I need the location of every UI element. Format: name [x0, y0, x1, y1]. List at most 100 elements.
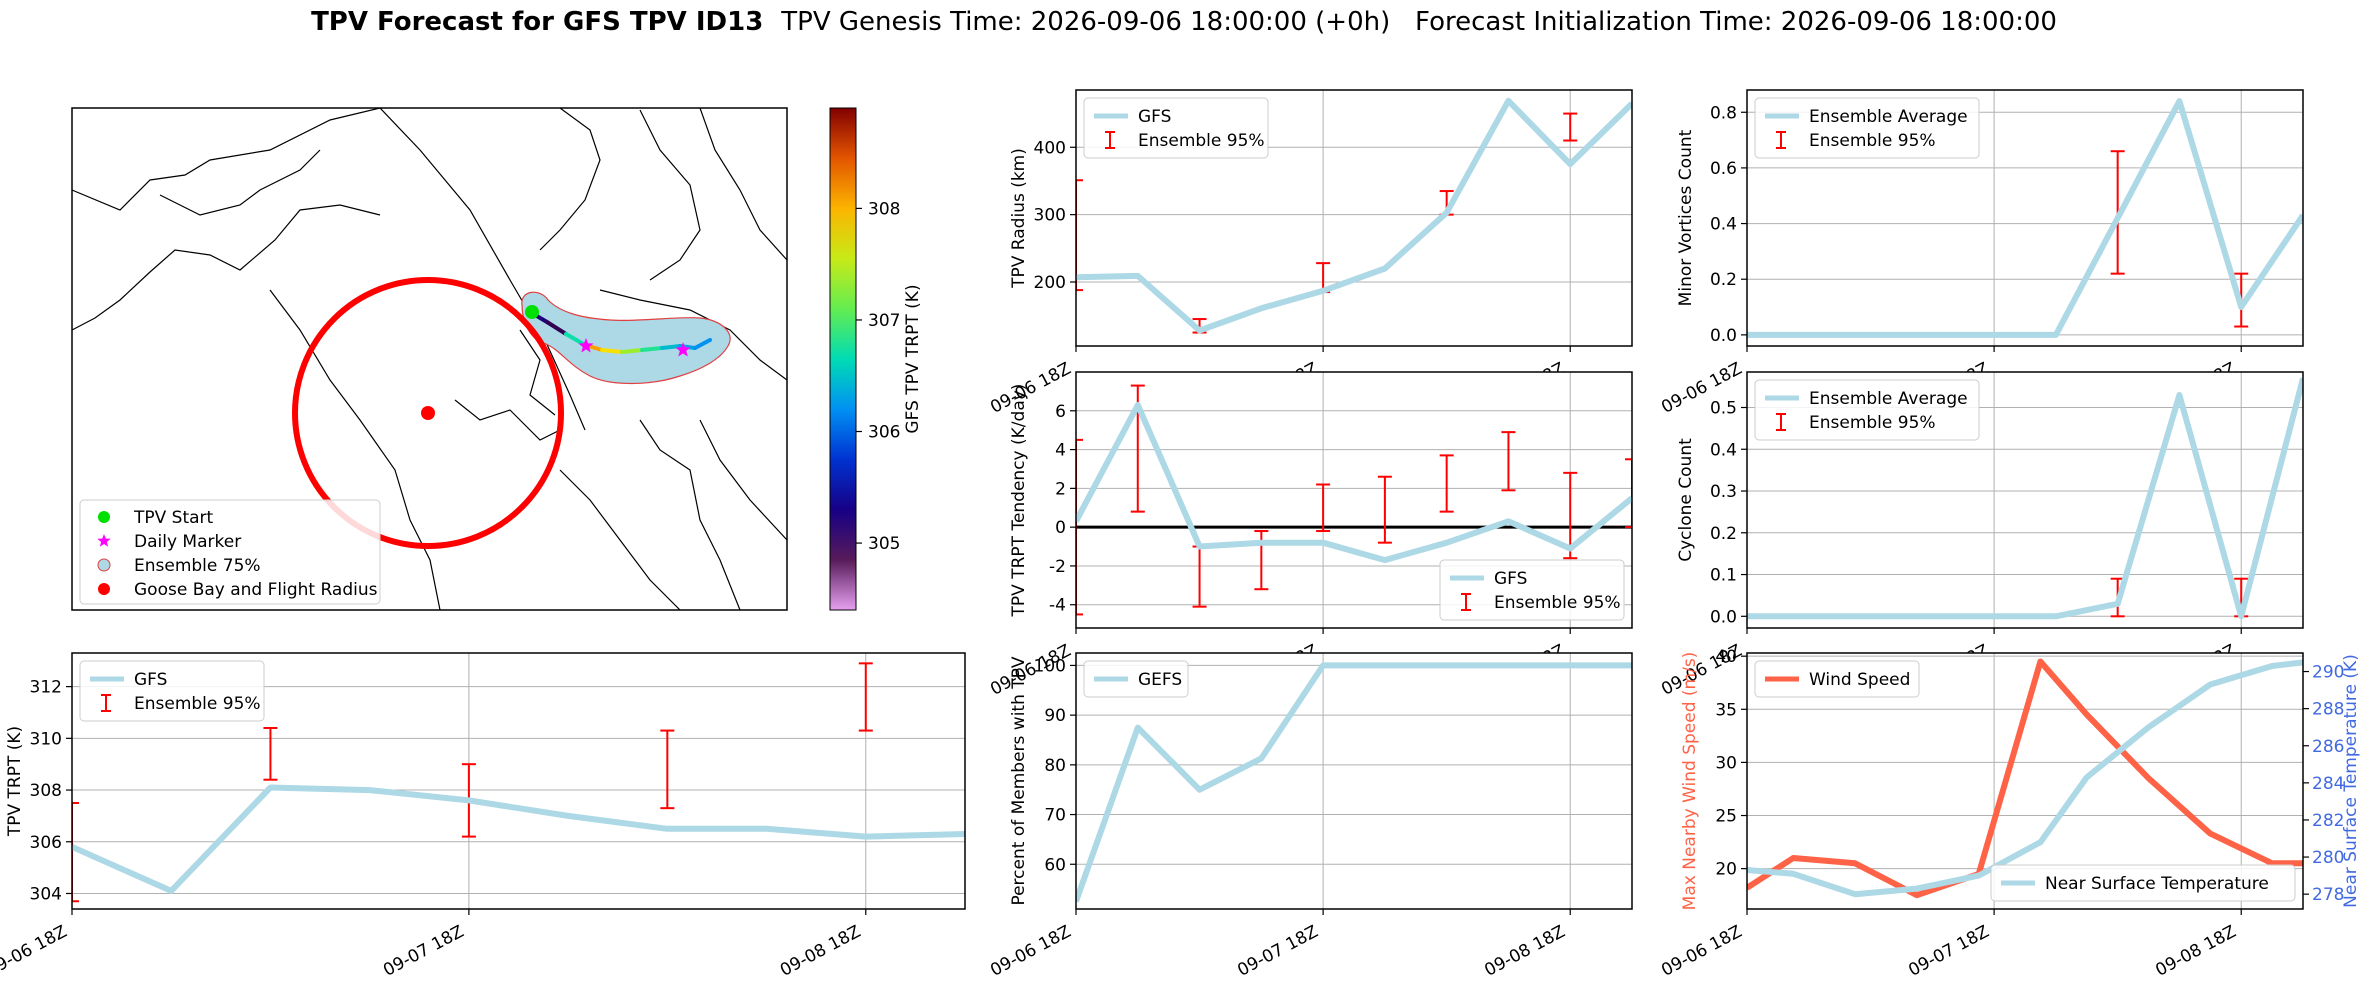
coastline: [72, 204, 381, 331]
x-tick-label: 09-07 18Z: [1905, 922, 1992, 981]
plot-area: [1076, 97, 1632, 334]
map-legend-label: TPV Start: [133, 508, 214, 528]
legend-lightblue-circle: [97, 558, 111, 572]
track-segment: [693, 338, 712, 350]
y-tick-label: 80: [1044, 756, 1066, 776]
daily-marker-star: [675, 342, 691, 357]
colorbar-tick-label: 306: [868, 423, 900, 443]
y-tick-label: -2: [1049, 557, 1066, 577]
x-tick-label: 09-07 18Z: [1234, 922, 1321, 981]
series-line: [1747, 98, 2303, 338]
plot-area: [1747, 377, 2303, 620]
coastline: [269, 289, 441, 610]
legend-tendency-box: [1439, 559, 1625, 621]
y-tick-label: 0.5: [1710, 398, 1737, 418]
map-legend-label: Ensemble 75%: [134, 556, 261, 576]
x-tick-label: 09-08 18Z: [1481, 922, 1568, 981]
x-tick-label: 09-08 18Z: [777, 922, 864, 981]
flight-radius-circle: [292, 277, 564, 549]
y-tick-label: 308: [30, 781, 62, 801]
track-segment: [660, 344, 682, 350]
y-tick-label: 70: [1044, 806, 1066, 826]
y2-tick-label: 286: [2312, 737, 2344, 757]
y-tick-label: 90: [1044, 706, 1066, 726]
plot-area: [1747, 658, 2303, 899]
y-tick-label: 0.8: [1710, 103, 1737, 123]
plot-frame: [1075, 89, 1633, 347]
coastline: [72, 108, 381, 211]
map-legend-label: Daily Marker: [134, 532, 241, 552]
goose-bay-marker: [421, 406, 435, 420]
series-line: [72, 784, 965, 894]
coastline: [159, 149, 321, 216]
panel-trpt: 304 306 308 310 312 09-06 18Z 09-07 18Z 09-08 1…: [0, 652, 966, 981]
legend-wind-box: [1754, 660, 1920, 698]
y-axis-label: TPV TRPT Tendency (K/day): [1009, 384, 1029, 618]
y-tick-label: 0.0: [1710, 607, 1737, 627]
colorbar-label: GFS TPV TRPT (K): [903, 284, 923, 433]
y-tick-label: 0: [1055, 518, 1066, 538]
plot-frame: [1746, 371, 2304, 629]
panel-percent: 60 70 80 90 100 09-06 18Z 09-07 18Z 09-08 18Z Pe…: [987, 652, 1633, 981]
y-tick-label: 0.6: [1710, 159, 1737, 179]
colorbar-tick-label: 308: [868, 199, 900, 219]
y-tick-label: 20: [1715, 860, 1737, 880]
coastline: [559, 469, 681, 610]
y-tick-label: 0.4: [1710, 215, 1737, 235]
x-tick-label: 09-06 18Z: [1658, 922, 1745, 981]
series-line: [1076, 662, 1632, 903]
y-axis-label: Cyclone Count: [1676, 438, 1696, 562]
y-tick-label: 0.0: [1710, 326, 1737, 346]
y-tick-label: 0.4: [1710, 440, 1737, 460]
x-tick-label: 09-06 18Z: [987, 922, 1074, 981]
y2-tick-label: 288: [2312, 700, 2344, 720]
map-legend-box: [79, 499, 381, 605]
y-axis-label: Percent of Members with TPV: [1009, 656, 1029, 905]
series-line: [1747, 377, 2303, 620]
y2-axis-label: Near Surface Temperature (K): [2341, 654, 2361, 908]
coastline: [454, 399, 561, 441]
daily-marker-star: [578, 338, 594, 353]
y-tick-label: 0.2: [1710, 270, 1737, 290]
y-tick-label: 30: [1715, 753, 1737, 773]
coastline: [379, 108, 586, 431]
panel-wind: 20 25 30 35 40 09-06 18Z 09-07 18Z 09-08 18Z Max…: [1658, 647, 2361, 981]
x-tick-label: 09-06 18Z: [0, 922, 70, 981]
legend-trpt-box: [79, 660, 265, 722]
x-tick-label: 09-08 18Z: [2152, 922, 2239, 981]
y-tick-label: 0.3: [1710, 482, 1737, 502]
y2-tick-label: 280: [2312, 848, 2344, 868]
plot-frame: [71, 652, 966, 910]
y-tick-label: 400: [1034, 138, 1066, 158]
legend-tendency-label: Ensemble 95%: [1494, 593, 1621, 613]
plot-area: [72, 662, 965, 903]
series2-line: [1747, 659, 2303, 898]
coastline: [539, 108, 601, 251]
y-axis-label: Minor Vortices Count: [1676, 129, 1696, 306]
legend-percent-box: [1083, 660, 1189, 698]
y-tick-label: 312: [30, 678, 62, 698]
y-tick-label: 6: [1055, 402, 1066, 422]
y2-tick-label: 290: [2312, 663, 2344, 683]
map-frame: [71, 107, 788, 611]
legend-radius-label: GFS: [1138, 107, 1171, 127]
plot-frame: [1075, 652, 1633, 910]
y-tick-label: 300: [1034, 206, 1066, 226]
title-rest: TPV Genesis Time: 2026-09-06 18:00:00 (+…: [780, 7, 2057, 37]
y-tick-label: 2: [1055, 479, 1066, 499]
y-tick-label: 310: [30, 729, 62, 749]
coastline: [639, 109, 701, 281]
y-tick-label: 0.1: [1710, 566, 1737, 586]
figure-title: TPV Forecast for GFS TPV ID13 TPV Genesis…: [311, 7, 2057, 37]
legend-magenta-star: [97, 534, 111, 547]
y-tick-label: 40: [1715, 647, 1737, 667]
legend-radius-label: Ensemble 95%: [1138, 131, 1265, 151]
legend-minor-box: [1754, 97, 1980, 159]
map-area: [72, 108, 787, 610]
coastline: [699, 419, 787, 541]
y-tick-label: 35: [1715, 700, 1737, 720]
colorbar: [829, 107, 857, 611]
legend-minor-label: Ensemble Average: [1809, 107, 1968, 127]
